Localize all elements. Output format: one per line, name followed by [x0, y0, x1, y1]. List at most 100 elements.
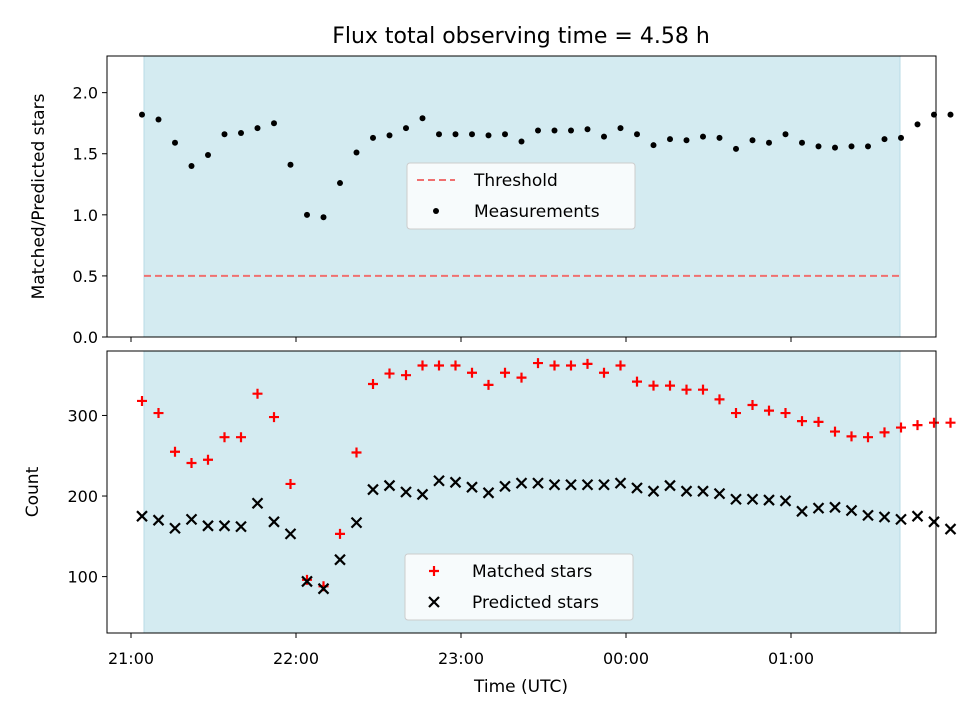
y-tick-label: 2.0 — [73, 84, 98, 103]
predicted-star-point — [334, 553, 346, 566]
measurement-point — [205, 151, 211, 158]
count-panel: 100 200 300 Count Matched stars Predicted sta… — [23, 350, 957, 638]
measurement-point — [337, 180, 343, 187]
matched-star-point — [846, 431, 857, 442]
plot-frame — [106, 55, 937, 338]
predicted-star-point — [136, 510, 148, 522]
matched-star-point — [219, 432, 230, 443]
matched-star-point — [863, 432, 873, 443]
matched-star-point — [434, 360, 444, 371]
measurement-point — [568, 127, 574, 134]
predicted-star-point — [812, 502, 825, 514]
matched-star-point — [929, 417, 939, 428]
measurement-point — [749, 137, 756, 144]
measurement-point — [188, 162, 195, 169]
y-tick-label: 1.0 — [73, 206, 98, 225]
measurement-point — [815, 143, 822, 150]
measurement-point — [485, 132, 492, 139]
predicted-star-point — [251, 497, 264, 510]
measurement-point — [865, 143, 871, 150]
predicted-star-point — [466, 481, 478, 493]
predicted-star-point — [829, 501, 841, 514]
predicted-star-point — [202, 520, 214, 532]
matched-star-point — [764, 405, 774, 416]
predicted-star-point — [763, 494, 775, 506]
measurement-point — [782, 131, 789, 138]
matched-star-point — [252, 388, 263, 399]
predicted-star-point — [400, 486, 412, 498]
predicted-star-point — [647, 485, 660, 497]
matched-star-point — [137, 395, 147, 406]
x-axis: 21:00 22:00 23:00 00:00 01:00 — [108, 649, 814, 668]
measurement-point — [947, 111, 954, 118]
legend-marker — [433, 208, 439, 214]
predicted-star-point — [499, 480, 511, 493]
measurement-point — [221, 131, 228, 138]
matched-star-point — [797, 416, 807, 427]
measurement-point — [320, 214, 327, 221]
measurement-point — [914, 121, 921, 128]
predicted-star-point — [235, 520, 247, 533]
predicted-star-point — [631, 482, 643, 494]
measurement-point — [898, 134, 904, 141]
matched-star-point — [153, 408, 164, 419]
matched-star-point — [945, 417, 956, 428]
measurement-point — [518, 138, 525, 145]
predicted-star-point — [895, 513, 907, 526]
predicted-star-point — [218, 520, 231, 532]
legend-label: Threshold — [473, 171, 558, 191]
legend-label: Predicted stars — [472, 593, 599, 613]
measurement-point — [799, 139, 805, 146]
legend-marker — [429, 566, 439, 576]
matched-star-point — [335, 528, 345, 539]
predicted-star-point — [482, 487, 495, 499]
matched-star-point — [648, 380, 659, 391]
predicted-star-point — [268, 516, 280, 528]
measurement-point — [370, 134, 376, 141]
measurement-point — [502, 131, 508, 138]
matched-star-point — [780, 408, 791, 419]
matched-star-point — [714, 394, 725, 405]
predicted-star-point — [730, 493, 742, 506]
measurement-point — [172, 139, 178, 146]
measurement-point — [452, 131, 459, 138]
matched-star-point — [351, 447, 362, 458]
predicted-star-point — [367, 483, 379, 496]
matched-star-point — [500, 367, 510, 378]
measurement-point — [304, 211, 310, 218]
measurement-point — [584, 126, 591, 133]
measurement-point — [254, 125, 261, 132]
predicted-star-point — [878, 511, 891, 523]
matched-star-point — [450, 360, 461, 371]
legend: Matched stars Predicted stars — [404, 553, 634, 621]
y-axis-label: Count — [23, 466, 43, 517]
measurement-point — [469, 131, 475, 138]
measurement-point — [634, 131, 640, 138]
predicted-star-point — [845, 504, 858, 517]
predicted-star-point — [796, 505, 808, 518]
matched-star-point — [665, 380, 675, 391]
measurement-point — [386, 132, 393, 139]
predicted-star-point — [317, 582, 330, 595]
matched-star-point — [747, 399, 758, 410]
predicted-star-point — [383, 479, 396, 492]
matched-star-point — [632, 376, 642, 387]
predicted-star-point — [664, 479, 676, 492]
matched-star-point — [285, 478, 296, 489]
matched-star-point — [566, 360, 576, 371]
x-axis-label: Time (UTC) — [473, 677, 568, 697]
measurement-point — [238, 129, 244, 136]
matched-star-point — [384, 368, 395, 379]
predicted-star-point — [779, 495, 792, 507]
y-tick-label: 0.0 — [73, 328, 98, 347]
predicted-star-point — [581, 478, 594, 491]
matched-star-point — [879, 427, 890, 438]
measurement-point — [436, 131, 442, 138]
measurement-point — [535, 127, 541, 134]
measurement-point — [403, 125, 409, 132]
predicted-star-point — [433, 474, 445, 487]
predicted-star-point — [565, 478, 577, 491]
matched-star-point — [912, 420, 923, 431]
predicted-star-point — [185, 513, 198, 526]
